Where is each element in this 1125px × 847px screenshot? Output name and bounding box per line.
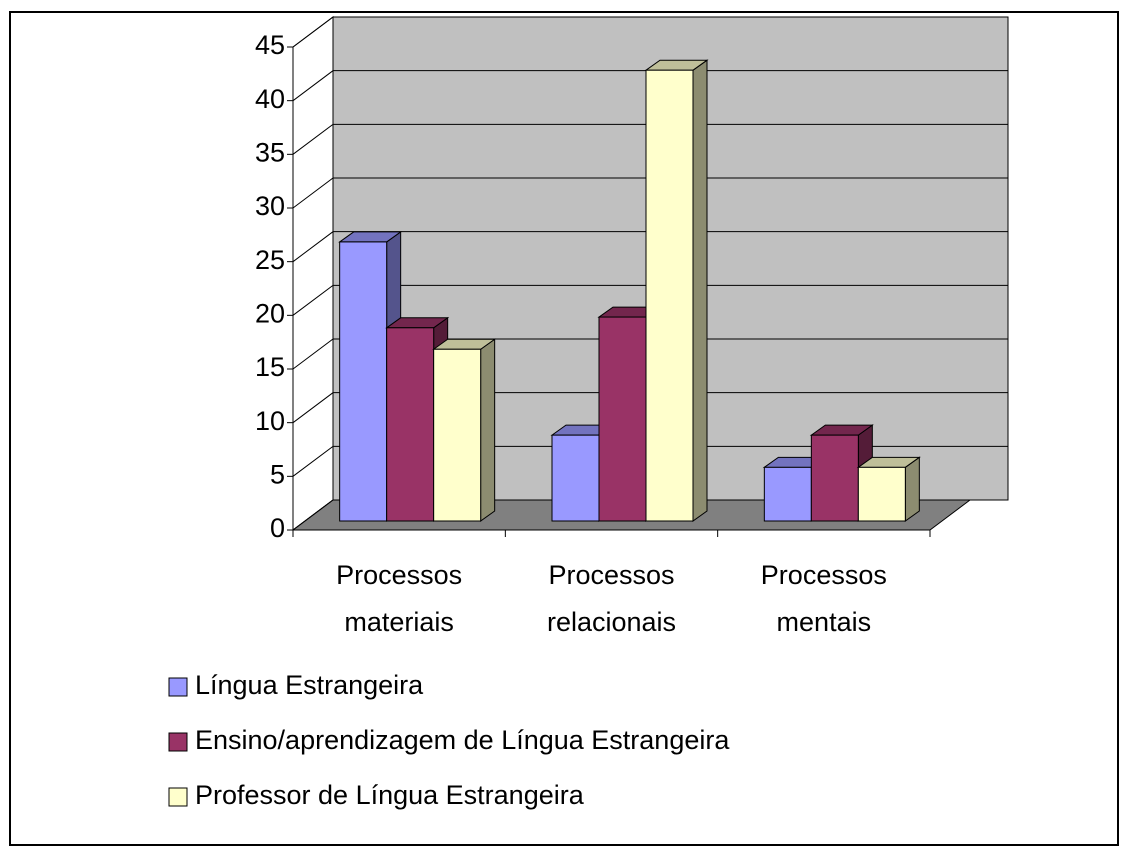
x-tick-label: Processos mentais <box>760 560 887 637</box>
legend-label: Ensino/aprendizagem de Língua Estrangeir… <box>195 725 730 755</box>
bar <box>339 241 388 522</box>
grid-line <box>292 70 1008 102</box>
bar <box>386 327 435 522</box>
legend-swatch <box>168 787 188 807</box>
legend-label: Língua Estrangeira <box>195 670 424 700</box>
y-tick-label: 15 <box>255 352 285 382</box>
bar <box>763 466 812 522</box>
y-tick-label: 35 <box>255 137 285 167</box>
y-tick-label: 40 <box>255 84 285 114</box>
y-tick-label: 20 <box>255 298 285 328</box>
y-tick-label: 30 <box>255 191 285 221</box>
grid-line <box>292 338 1008 370</box>
grid-line <box>292 284 1008 316</box>
y-tick-label: 25 <box>255 245 285 275</box>
bar <box>598 316 647 522</box>
x-tick-label: Processos materiais <box>336 560 463 637</box>
grid-line <box>292 392 1008 424</box>
grid-line <box>292 123 1008 155</box>
x-tick-label: Processos relacionais <box>546 560 677 637</box>
bar-side <box>480 338 496 522</box>
grid-line <box>292 16 1008 48</box>
bar <box>551 434 600 522</box>
bar-side <box>904 456 920 522</box>
legend-swatch <box>168 732 188 752</box>
bar <box>645 69 694 522</box>
side-wall <box>292 16 334 531</box>
grid-line <box>292 177 1008 209</box>
legend-swatch <box>168 677 188 697</box>
chart-border <box>9 11 1119 846</box>
bar-side <box>692 59 708 522</box>
grid-line <box>292 231 1008 263</box>
y-tick-label: 10 <box>255 406 285 436</box>
y-tick-label: 45 <box>255 30 285 60</box>
bar <box>433 348 482 522</box>
bar <box>810 434 859 522</box>
y-tick-label: 5 <box>270 459 285 489</box>
y-tick-label: 0 <box>270 513 285 543</box>
grid-line <box>292 445 1008 477</box>
legend-label: Professor de Língua Estrangeira <box>195 780 585 810</box>
bar <box>857 466 906 522</box>
